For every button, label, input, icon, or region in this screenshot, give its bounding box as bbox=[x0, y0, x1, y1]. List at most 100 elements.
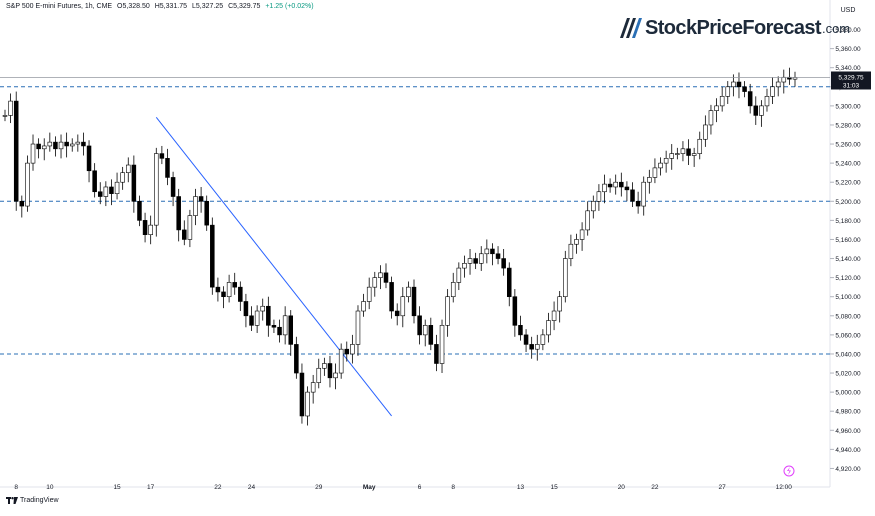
y-tick-label: 5,140.00 bbox=[835, 256, 861, 263]
trendline bbox=[155, 117, 392, 417]
candle-body bbox=[736, 81, 742, 88]
candle-body bbox=[271, 325, 277, 328]
candle-body bbox=[294, 344, 299, 374]
candle-body bbox=[400, 296, 406, 317]
x-tick-label: 29 bbox=[315, 484, 323, 491]
candle-body bbox=[159, 153, 165, 159]
symbol-header: S&P 500 E-mini Futures, 1h, CME O5,328.5… bbox=[6, 3, 317, 10]
candle-body bbox=[568, 243, 574, 259]
candle-body bbox=[641, 181, 646, 207]
candle-body bbox=[260, 305, 265, 312]
candle-body bbox=[193, 196, 198, 216]
candle-body bbox=[305, 391, 310, 417]
symbol-title[interactable]: S&P 500 E-mini Futures, 1h, CME bbox=[6, 3, 113, 10]
candle-body bbox=[579, 229, 585, 240]
candle-body bbox=[383, 272, 389, 283]
candle-body bbox=[221, 291, 226, 298]
candle-body bbox=[344, 348, 350, 355]
candle-body bbox=[97, 191, 103, 197]
candle-body bbox=[450, 282, 456, 298]
candle-body bbox=[781, 76, 787, 83]
candle-body bbox=[75, 141, 81, 145]
price-axis: 4,920.00 4,940.00 4,960.00 4,980.00 5,000.00… bbox=[830, 27, 861, 473]
candle-body bbox=[422, 325, 428, 336]
candle-body bbox=[137, 200, 142, 221]
candle-body bbox=[686, 148, 691, 156]
tradingview-label: TradingView bbox=[20, 497, 59, 504]
candle-body bbox=[148, 224, 153, 235]
high-value: H5,331.75 bbox=[154, 3, 188, 10]
candle-body bbox=[266, 305, 271, 326]
candle-body bbox=[456, 267, 462, 283]
brand-name: StockPriceForecast bbox=[645, 16, 822, 39]
candle-body bbox=[238, 286, 243, 302]
candle-body bbox=[703, 124, 708, 140]
candle-body bbox=[361, 301, 366, 312]
trendline-group bbox=[155, 117, 392, 417]
candle-body bbox=[114, 181, 120, 194]
candle-body bbox=[81, 141, 86, 147]
candle-body bbox=[126, 164, 131, 173]
candle-body bbox=[619, 181, 624, 188]
candle-body bbox=[630, 189, 635, 202]
candle-body bbox=[775, 81, 781, 88]
x-tick-label: 17 bbox=[147, 484, 155, 491]
candle-body bbox=[58, 141, 64, 150]
candle-body bbox=[406, 286, 411, 298]
candle-body bbox=[19, 200, 25, 207]
low-value: L5,327.25 bbox=[191, 3, 224, 10]
candle-body bbox=[170, 177, 176, 197]
candle-body bbox=[36, 143, 41, 150]
last-price-label: 5,329.75 bbox=[838, 74, 864, 81]
candle-body bbox=[154, 153, 159, 226]
candle-body bbox=[714, 105, 719, 111]
candle-body bbox=[47, 141, 53, 147]
candle-body bbox=[53, 141, 58, 150]
x-tick-label: 15 bbox=[113, 484, 121, 491]
candle-body bbox=[439, 325, 445, 364]
candle-body bbox=[473, 258, 478, 264]
x-tick-label: 12:00 bbox=[776, 484, 793, 491]
x-tick-label: 22 bbox=[651, 484, 659, 491]
candle-body bbox=[607, 183, 613, 188]
candle-body bbox=[523, 334, 529, 345]
candle-body bbox=[366, 286, 372, 302]
candle-body bbox=[691, 153, 697, 156]
candle-body bbox=[288, 315, 294, 345]
x-tick-label: 8 bbox=[451, 484, 455, 491]
candle-body bbox=[574, 239, 579, 245]
candle-body bbox=[428, 325, 434, 345]
y-tick-label: 5,340.00 bbox=[835, 65, 861, 72]
candle-body bbox=[725, 86, 731, 97]
candle-body bbox=[355, 310, 361, 345]
y-tick-label: 4,940.00 bbox=[835, 447, 861, 454]
candle-body bbox=[411, 286, 417, 317]
y-tick-label: 5,280.00 bbox=[835, 122, 861, 129]
candle-body bbox=[249, 315, 254, 326]
candle-body bbox=[495, 253, 501, 259]
candle-body bbox=[731, 81, 736, 88]
tradingview-footer[interactable]: TradingView bbox=[6, 497, 59, 504]
candle-body bbox=[327, 363, 333, 379]
x-tick-label: 10 bbox=[46, 484, 54, 491]
candle-body bbox=[210, 224, 215, 288]
candle-body bbox=[8, 100, 13, 116]
candle-body bbox=[215, 286, 221, 293]
candle-body bbox=[86, 145, 92, 172]
lightning-icon[interactable] bbox=[783, 465, 795, 477]
x-tick-label: 24 bbox=[248, 484, 256, 491]
candle-body bbox=[540, 334, 546, 345]
candle-body bbox=[669, 153, 674, 159]
candle-body bbox=[142, 220, 148, 235]
candle-body bbox=[187, 215, 193, 240]
close-value: C5,329.75 bbox=[228, 3, 261, 10]
candle-body bbox=[501, 258, 506, 269]
candle-body bbox=[484, 248, 490, 255]
candle-body bbox=[109, 186, 114, 194]
y-tick-label: 5,060.00 bbox=[835, 332, 861, 339]
candle-body bbox=[131, 164, 137, 202]
candle-body bbox=[551, 310, 557, 321]
y-tick-label: 5,220.00 bbox=[835, 180, 861, 187]
